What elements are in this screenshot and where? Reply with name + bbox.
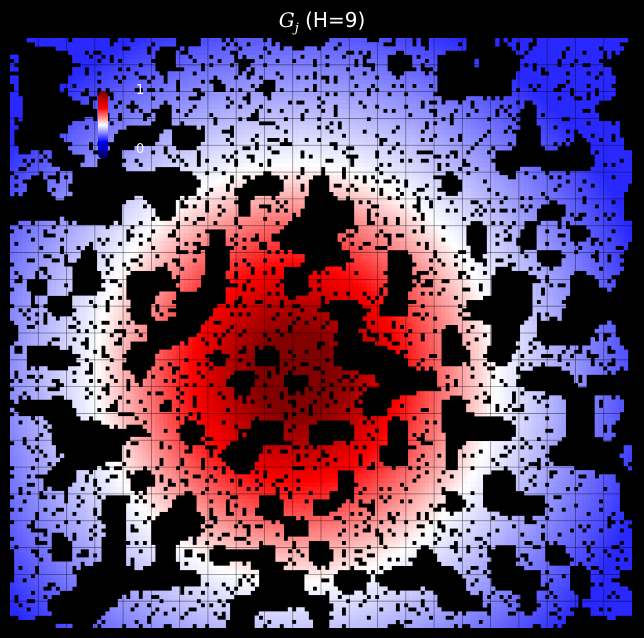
heatmap	[10, 38, 632, 628]
title-symbol: G	[278, 8, 295, 32]
chart-title: Gj (H=9)	[0, 6, 644, 43]
colorbar	[98, 91, 108, 159]
title-subscript: j	[294, 21, 299, 36]
colorbar-tick-min: 0	[136, 142, 145, 157]
title-suffix: (H=9)	[298, 8, 366, 32]
heatmap-cells	[10, 38, 632, 628]
colorbar-tick-max: 1	[136, 83, 145, 98]
gridlines	[10, 38, 632, 628]
